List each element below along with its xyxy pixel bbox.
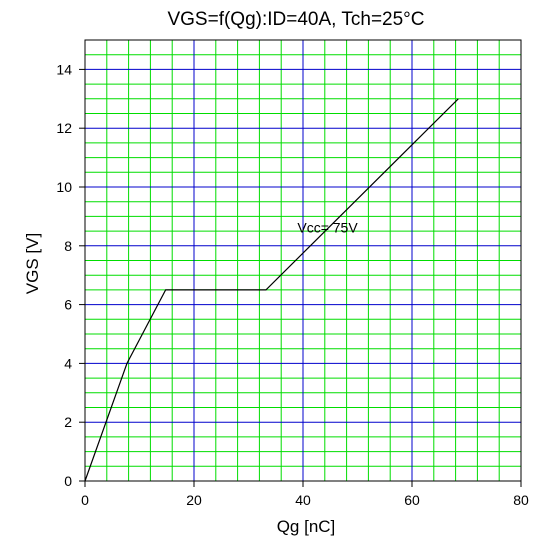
x-tick-label: 60 <box>404 492 420 508</box>
x-axis-label: Qg [nC] <box>277 517 336 536</box>
y-tick-label: 4 <box>64 355 72 371</box>
x-tick-label: 40 <box>295 492 311 508</box>
axis-ticks: 0 20 40 60 80 0 2 4 6 8 10 12 14 <box>56 61 529 508</box>
series-group <box>84 98 459 482</box>
y-tick-label: 12 <box>56 120 72 136</box>
y-tick-label: 10 <box>56 179 72 195</box>
y-tick-label: 2 <box>64 414 72 430</box>
y-tick-label: 0 <box>64 473 72 489</box>
vcc-annotation: Vcc= 75V <box>297 220 358 236</box>
annotations: Vcc= 75V <box>297 220 358 236</box>
x-tick-label: 80 <box>513 492 529 508</box>
x-tick-label: 0 <box>81 492 89 508</box>
y-tick-label: 14 <box>56 61 72 77</box>
y-axis-label: VGS [V] <box>23 233 42 294</box>
major-grid <box>85 40 521 481</box>
y-tick-label: 6 <box>64 297 72 313</box>
x-tick-label: 20 <box>186 492 202 508</box>
series-line <box>84 98 459 482</box>
y-tick-label: 8 <box>64 238 72 254</box>
chart-title: VGS=f(Qg):ID=40A, Tch=25°C <box>167 9 424 30</box>
